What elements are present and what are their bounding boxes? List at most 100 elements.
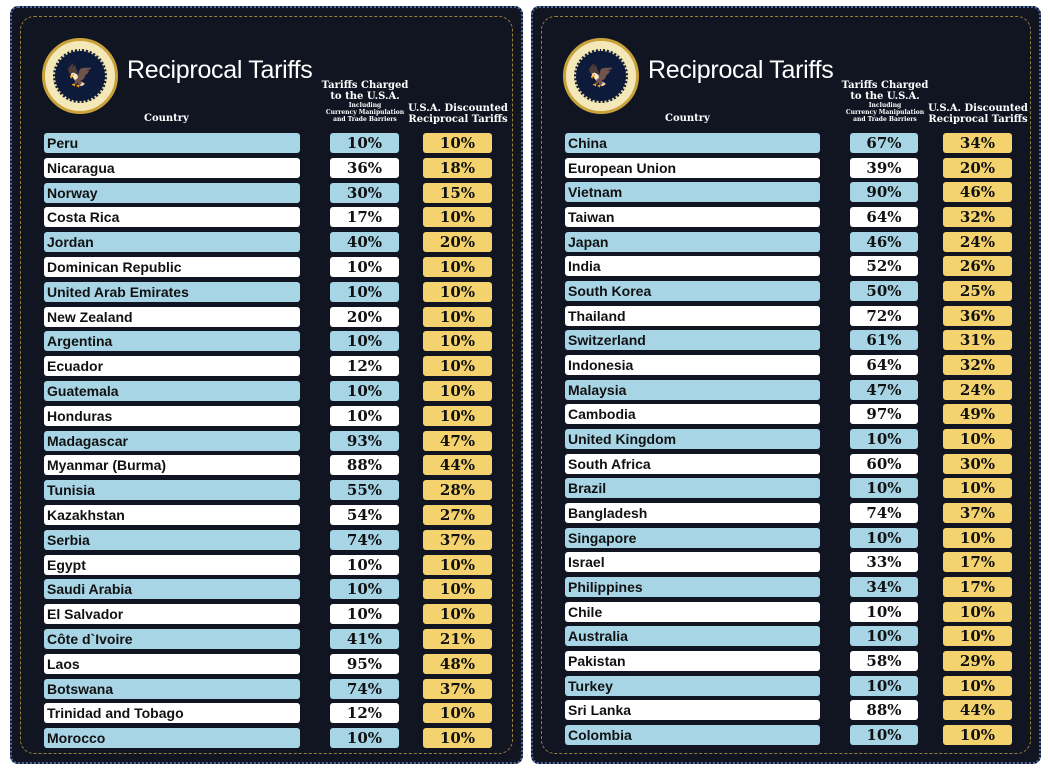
tariff-charged-value: 40% [330,232,399,253]
discounted-tariff-value: 37% [943,503,1012,524]
country-name: Kazakhstan [44,505,300,525]
header-line: Tariffs Charged [841,80,929,91]
table-row: China 67% 34% [533,133,1039,153]
discounted-tariff-value: 15% [423,182,492,203]
table-row: Serbia 74% 37% [12,529,521,550]
tariff-charged-value: 10% [850,675,918,696]
discounted-tariff-value: 29% [943,651,1012,672]
discounted-tariff-value: 10% [423,207,492,228]
table-row: European Union 39% 20% [533,157,1039,178]
country-name: Malaysia [565,379,820,400]
table-row: Côte d`Ivoire 41% 21% [12,629,521,649]
discounted-tariff-value: 24% [943,231,1012,252]
tariff-charged-value: 93% [330,430,399,451]
table-row: Colombia 10% 10% [533,725,1039,746]
table-row: Myanmar (Burma) 88% 44% [12,455,521,476]
discounted-tariff-value: 10% [423,257,492,277]
column-header-country: Country [665,113,710,124]
decorative-border [541,16,1031,754]
tariff-panel: 🦅 Reciprocal Tariffs Country Tariffs Cha… [531,6,1041,764]
tariff-charged-value: 10% [330,257,399,277]
table-row: Saudi Arabia 10% 10% [12,579,521,600]
header-line: to the U.S.A. [330,91,400,102]
table-row: Botswana 74% 37% [12,678,521,699]
country-name: South Korea [565,281,820,302]
header-line: Reciprocal Tariffs [408,114,508,125]
tariff-charged-value: 10% [330,579,399,600]
discounted-tariff-value: 28% [423,480,492,501]
table-row: Norway 30% 15% [12,182,521,203]
tariff-charged-value: 67% [850,133,918,153]
header-subline: Including [348,102,382,109]
column-header-discounted: U.S.A. Discounted Reciprocal Tariffs [408,103,508,125]
discounted-tariff-value: 47% [423,430,492,451]
discounted-tariff-value: 10% [423,133,492,153]
discounted-tariff-value: 10% [423,579,492,600]
country-name: Taiwan [565,207,820,227]
tariff-charged-value: 60% [850,453,918,474]
discounted-tariff-value: 37% [423,529,492,550]
country-name: Thailand [565,305,820,326]
header-subline: Including [868,102,902,109]
column-header-discounted: U.S.A. Discounted Reciprocal Tariffs [928,103,1028,125]
table-row: El Salvador 10% 10% [12,604,521,625]
tariff-charged-value: 10% [850,478,918,499]
discounted-tariff-value: 32% [943,207,1012,227]
header-line: U.S.A. Discounted [408,103,508,114]
country-name: European Union [565,157,820,178]
table-row: Bangladesh 74% 37% [533,503,1039,524]
country-name: Sri Lanka [565,700,820,721]
country-name: Tunisia [44,480,300,501]
tariff-charged-value: 10% [850,527,918,548]
country-name: China [565,133,820,153]
country-name: Pakistan [565,651,820,672]
discounted-tariff-value: 48% [423,653,492,674]
tariff-charged-value: 10% [330,604,399,625]
table-row: Chile 10% 10% [533,601,1039,622]
tariff-charged-value: 90% [850,182,918,203]
table-row: Singapore 10% 10% [533,527,1039,548]
header-subline: Currency Manipulation [845,109,925,116]
table-row: India 52% 26% [533,256,1039,277]
discounted-tariff-value: 20% [943,157,1012,178]
country-name: Dominican Republic [44,257,300,277]
tariff-charged-value: 39% [850,157,918,178]
table-row: Thailand 72% 36% [533,305,1039,326]
discounted-tariff-value: 27% [423,505,492,525]
country-name: Guatemala [44,381,300,401]
country-name: Bangladesh [565,503,820,524]
tariff-charged-value: 33% [850,552,918,573]
header-subline: Currency Manipulation [325,109,405,116]
country-name: New Zealand [44,306,300,327]
tariff-charged-value: 41% [330,629,399,649]
discounted-tariff-value: 17% [943,552,1012,573]
discounted-tariff-value: 10% [423,381,492,401]
table-row: Argentina 10% 10% [12,331,521,352]
table-row: Nicaragua 36% 18% [12,157,521,178]
page-title: Reciprocal Tariffs [648,56,834,84]
tariff-charged-value: 88% [330,455,399,476]
table-row: Philippines 34% 17% [533,577,1039,598]
table-row: Malaysia 47% 24% [533,379,1039,400]
country-name: Honduras [44,405,300,426]
tariff-charged-value: 64% [850,355,918,376]
country-name: United Arab Emirates [44,281,300,302]
country-name: Indonesia [565,355,820,376]
table-row: United Arab Emirates 10% 10% [12,281,521,302]
table-row: Vietnam 90% 46% [533,182,1039,203]
country-name: Egypt [44,554,300,575]
discounted-tariff-value: 49% [943,404,1012,425]
table-row: Trinidad and Tobago 12% 10% [12,703,521,724]
discounted-tariff-value: 10% [423,331,492,352]
country-name: Jordan [44,232,300,253]
table-row: Indonesia 64% 32% [533,355,1039,376]
discounted-tariff-value: 10% [423,604,492,625]
tariff-charged-value: 20% [330,306,399,327]
table-row: Peru 10% 10% [12,133,521,153]
country-name: Botswana [44,678,300,699]
tariff-charged-value: 10% [330,381,399,401]
country-name: India [565,256,820,277]
discounted-tariff-value: 20% [423,232,492,253]
country-name: Philippines [565,577,820,598]
country-name: Vietnam [565,182,820,203]
